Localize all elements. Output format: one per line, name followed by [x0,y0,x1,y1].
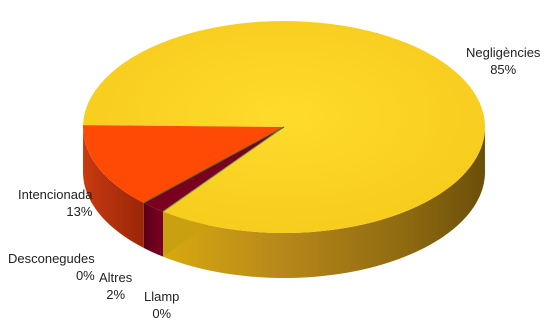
slice-label-negligencies: Negligències 85% [466,44,540,78]
slice-label-llamp: Llamp 0% [144,288,179,322]
slice-name-desconegudes: Desconegudes [8,251,95,266]
slice-label-desconegudes: Desconegudes 0% [8,250,95,284]
slice-edge-desconegudes [143,126,285,204]
slice-side-intencionada [83,128,144,248]
slice-side-altres [143,202,164,257]
slice-value-intencionada: 13% [66,204,93,219]
slice-top-negligencies [83,21,485,234]
slice-label-altres: Altres 2% [99,269,132,303]
slice-name-llamp: Llamp [144,289,180,304]
slice-value-desconegudes: 0% [75,268,95,283]
slice-top-intencionada [83,125,284,203]
slice-name-altres: Altres [99,270,133,285]
slice-value-altres: 2% [106,287,126,302]
slice-side-negligencies [163,128,485,278]
slice-top-altres [143,127,284,212]
slice-label-intencionada: Intencionada 13% [18,186,92,220]
slice-name-intencionada: Intencionada [18,187,93,202]
slice-name-negligencies: Negligències [466,45,541,60]
slice-value-negligencies: 85% [490,62,517,77]
slice-value-llamp: 0% [152,306,172,321]
slice-edge-llamp [162,126,285,213]
